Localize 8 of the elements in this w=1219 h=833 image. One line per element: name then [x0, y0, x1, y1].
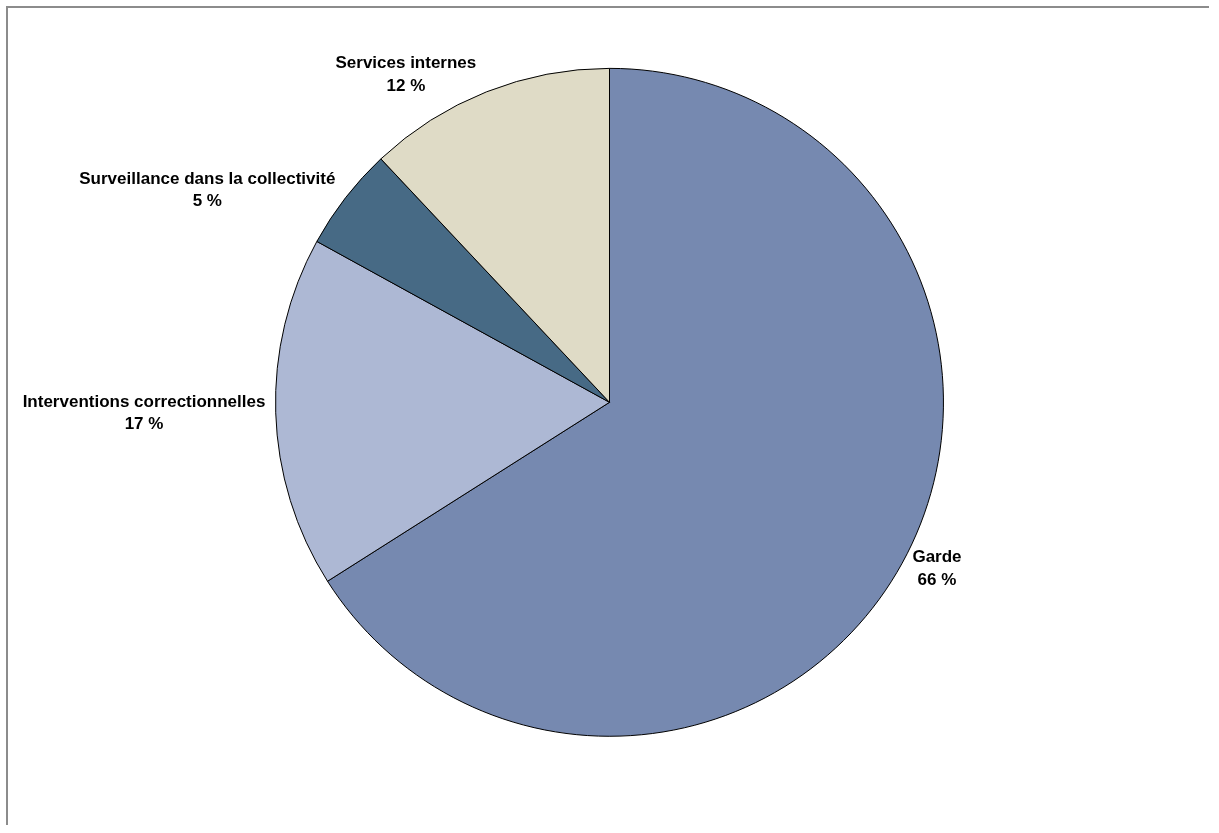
slice-label: Surveillance dans la collectivité [79, 169, 336, 189]
data-label: 17 % [124, 414, 164, 434]
data-label: 12 % [386, 75, 426, 95]
slice-label: Interventions correctionnelles [22, 392, 266, 412]
data-label: 5 % [192, 191, 222, 211]
slice-label: Services internes [335, 53, 477, 73]
data-label: 66 % [917, 569, 957, 589]
slice-label: Garde [912, 547, 962, 567]
